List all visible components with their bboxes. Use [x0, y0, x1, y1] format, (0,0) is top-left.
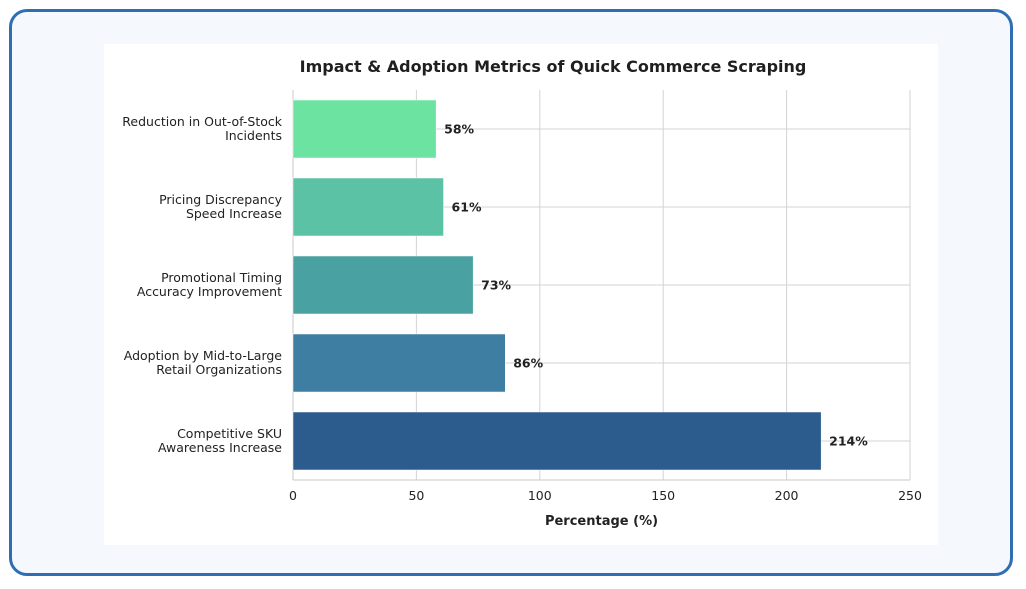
bar	[292, 99, 437, 159]
x-tick-label: 250	[898, 488, 922, 503]
bar-value-label: 214%	[829, 434, 868, 449]
category-label: Accuracy Improvement	[137, 284, 282, 299]
chart-title: Impact & Adoption Metrics of Quick Comme…	[300, 57, 807, 76]
bar-value-label: 61%	[452, 200, 482, 215]
category-label: Pricing Discrepancy	[159, 192, 283, 207]
bar	[292, 255, 474, 315]
bar-value-label: 86%	[513, 356, 543, 371]
bar	[292, 333, 506, 393]
category-label: Reduction in Out-of-Stock	[122, 114, 282, 129]
bar	[292, 177, 444, 237]
x-tick-label: 100	[528, 488, 552, 503]
bar-value-label: 58%	[444, 122, 474, 137]
category-label: Awareness Increase	[158, 440, 282, 455]
x-axis-label: Percentage (%)	[545, 514, 658, 529]
x-tick-label: 0	[289, 488, 297, 503]
bar-chart: Impact & Adoption Metrics of Quick Comme…	[122, 57, 922, 529]
category-label: Retail Organizations	[156, 362, 282, 377]
category-label: Competitive SKU	[177, 426, 282, 441]
category-label: Incidents	[225, 128, 282, 143]
category-label: Promotional Timing	[161, 270, 282, 285]
bar-value-label: 73%	[481, 278, 511, 293]
x-tick-label: 200	[775, 488, 799, 503]
category-label: Adoption by Mid-to-Large	[124, 348, 283, 363]
chart-card: Impact & Adoption Metrics of Quick Comme…	[104, 44, 938, 545]
x-tick-label: 50	[408, 488, 424, 503]
bar	[292, 411, 822, 471]
x-tick-label: 150	[651, 488, 675, 503]
category-label: Speed Increase	[186, 206, 282, 221]
